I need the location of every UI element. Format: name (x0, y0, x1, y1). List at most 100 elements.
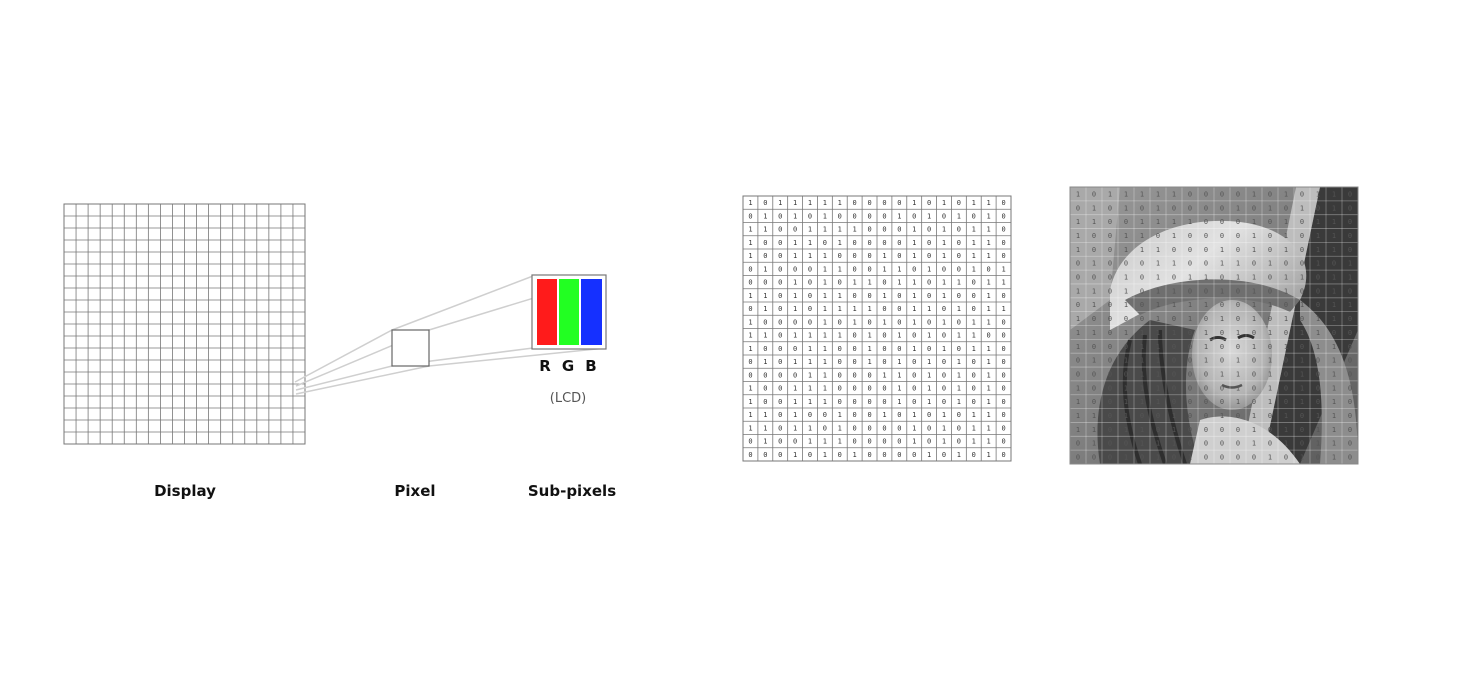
bit-cell: 1 (1124, 357, 1128, 365)
bit-cell: 1 (1140, 357, 1144, 365)
bit-cell: 0 (1076, 370, 1080, 378)
bit-cell: 1 (1348, 260, 1352, 268)
bit-cell: 0 (1204, 384, 1208, 392)
bit-cell: 1 (1001, 305, 1005, 313)
bit-cell: 1 (1092, 301, 1096, 309)
bit-cell: 1 (1284, 232, 1288, 240)
photo-mouth (1221, 383, 1243, 389)
bit-cell: 0 (808, 451, 812, 459)
caption-subpixels: Sub-pixels (528, 482, 616, 500)
bit-cell: 0 (1108, 357, 1112, 365)
bit-cell: 0 (778, 239, 782, 247)
bit-cell: 1 (1268, 301, 1272, 309)
bit-cell: 0 (867, 411, 871, 419)
bit-cell: 0 (1268, 246, 1272, 254)
bit-cell: 1 (808, 424, 812, 432)
bit-cell: 0 (1001, 199, 1005, 207)
bit-cell: 0 (1204, 260, 1208, 268)
bit-cell: 1 (972, 411, 976, 419)
bit-cell: 1 (957, 332, 961, 340)
bit-cell: 1 (1140, 232, 1144, 240)
bit-cell: 1 (1092, 329, 1096, 337)
bit-cell: 0 (778, 292, 782, 300)
bit-cell: 0 (778, 438, 782, 446)
bit-cell: 0 (838, 318, 842, 326)
bit-cell: 0 (853, 292, 857, 300)
bit-cell: 0 (882, 385, 886, 393)
bit-cell: 0 (778, 318, 782, 326)
bit-cell: 0 (867, 451, 871, 459)
bit-cell: 0 (1076, 301, 1080, 309)
bit-cell: 0 (912, 212, 916, 220)
bit-cell: 1 (748, 385, 752, 393)
bit-cell: 1 (838, 424, 842, 432)
bit-cell: 1 (1092, 287, 1096, 295)
bit-cell: 0 (1220, 301, 1224, 309)
bit-cell: 1 (1092, 260, 1096, 268)
photo-hat-brim (1125, 279, 1300, 315)
bit-cell: 1 (957, 451, 961, 459)
bit-cell: 1 (793, 239, 797, 247)
bit-cell: 0 (778, 226, 782, 234)
label-r: R (539, 357, 551, 375)
bit-cell: 0 (1220, 329, 1224, 337)
bit-cell: 1 (823, 292, 827, 300)
bit-cell: 0 (882, 438, 886, 446)
bit-cell: 1 (1316, 426, 1320, 434)
bit-cell: 0 (957, 239, 961, 247)
bit-cell: 0 (882, 332, 886, 340)
bit-cell: 0 (1108, 398, 1112, 406)
bit-cell: 1 (808, 239, 812, 247)
bit-cell: 1 (912, 239, 916, 247)
bit-cell: 0 (1124, 440, 1128, 448)
bit-cell: 1 (748, 239, 752, 247)
bit-cell: 1 (1124, 246, 1128, 254)
label-g: G (562, 357, 574, 375)
bit-cell: 1 (912, 318, 916, 326)
bit-cell: 0 (763, 252, 767, 260)
bit-cell: 0 (1220, 398, 1224, 406)
bit-cell: 1 (793, 332, 797, 340)
bit-cell: 0 (867, 212, 871, 220)
bit-cell: 1 (1268, 329, 1272, 337)
bit-cell: 0 (957, 292, 961, 300)
bit-cell: 0 (1156, 412, 1160, 420)
bit-cell: 1 (838, 265, 842, 273)
bit-cell: 1 (867, 332, 871, 340)
bit-cell: 0 (1316, 357, 1320, 365)
bit-cell: 0 (853, 239, 857, 247)
bit-cell: 1 (1140, 190, 1144, 198)
bit-cell: 0 (897, 199, 901, 207)
bit-cell: 1 (1252, 440, 1256, 448)
bit-cell: 1 (1076, 384, 1080, 392)
bit-cell: 0 (1252, 260, 1256, 268)
bit-cell: 0 (793, 345, 797, 353)
bit-cell: 0 (867, 438, 871, 446)
bit-cell: 1 (972, 438, 976, 446)
bit-cell: 0 (1300, 426, 1304, 434)
bit-cell: 1 (763, 424, 767, 432)
bit-cell: 0 (1284, 357, 1288, 365)
bit-cell: 1 (763, 292, 767, 300)
bit-cell: 1 (853, 318, 857, 326)
bit-cell: 1 (763, 438, 767, 446)
bit-cell: 0 (853, 345, 857, 353)
bit-cell: 1 (823, 385, 827, 393)
bit-cell: 0 (1348, 398, 1352, 406)
bit-cell: 0 (1188, 384, 1192, 392)
bit-cell: 0 (1124, 218, 1128, 226)
bit-cell: 1 (1236, 370, 1240, 378)
bit-cell: 1 (1284, 426, 1288, 434)
bit-cell: 1 (823, 438, 827, 446)
bit-cell: 0 (897, 305, 901, 313)
bit-cell: 0 (1188, 246, 1192, 254)
bit-cell: 0 (942, 358, 946, 366)
bit-cell: 0 (1140, 204, 1144, 212)
bit-cell: 1 (793, 212, 797, 220)
bit-cell: 1 (1284, 274, 1288, 282)
bit-cell: 0 (1348, 357, 1352, 365)
bit-cell: 1 (867, 279, 871, 287)
bit-cell: 1 (987, 292, 991, 300)
bit-cell: 0 (1236, 218, 1240, 226)
bit-cell: 1 (897, 332, 901, 340)
